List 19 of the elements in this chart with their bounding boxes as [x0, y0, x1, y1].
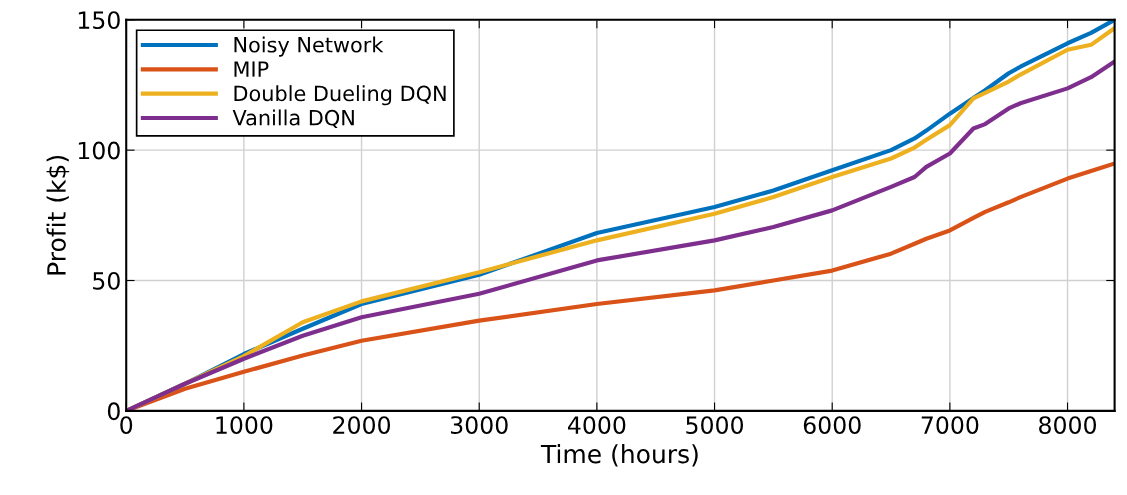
x-axis-title: Time (hours) — [540, 444, 698, 467]
legend-label: Noisy Network — [234, 36, 384, 57]
y-tick-label: 100 — [78, 141, 120, 160]
x-tick-label: 5000 — [686, 416, 744, 434]
x-tick-label: 0 — [120, 416, 133, 434]
legend-label: Vanilla DQN — [232, 109, 354, 128]
x-tick-label: 1000 — [216, 416, 273, 434]
x-tick-label: 7000 — [921, 416, 979, 434]
x-tick-label: 6000 — [803, 416, 861, 434]
legend-label: Double Dueling DQN — [234, 85, 446, 106]
y-tick-label: 150 — [78, 11, 120, 30]
x-tick-label: 2000 — [333, 416, 391, 434]
y-axis-title: Profit (k$) — [46, 155, 70, 275]
y-tick-label: 50 — [93, 271, 120, 290]
x-tick-label: 3000 — [450, 416, 508, 434]
x-tick-label: 8000 — [1039, 416, 1097, 434]
legend-label: MIP — [234, 61, 269, 77]
x-tick-label: 4000 — [567, 416, 626, 434]
y-tick-label: 0 — [107, 402, 120, 421]
